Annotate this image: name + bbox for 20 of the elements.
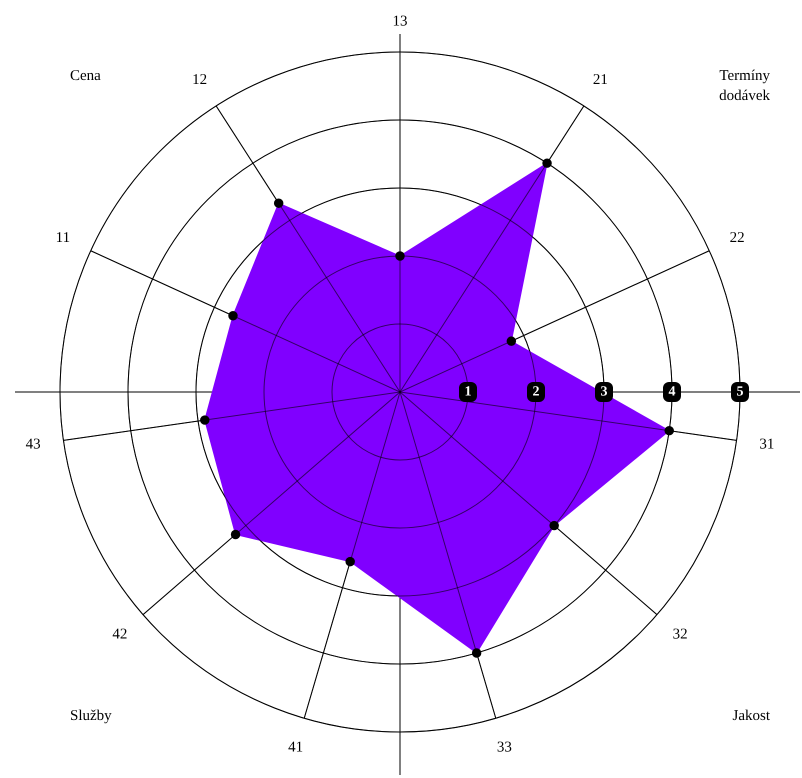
spoke-label: 13 [392,13,408,30]
spoke-label: 43 [26,436,41,453]
spoke-label: 11 [56,230,70,246]
spoke-label: 21 [592,72,608,88]
y-tick-label: 2 [532,384,540,400]
spoke-label: 41 [288,740,304,756]
spoke-label: 22 [730,230,745,246]
spoke-label: 42 [112,626,128,643]
y-tick-label: 1 [464,384,472,400]
text: Jakost [732,708,771,724]
spoke-label: 12 [192,72,208,88]
text: Termíny dodávek [719,68,770,104]
spoke-label: 33 [496,740,512,756]
text: Cena [70,68,102,84]
y-tick-label: 3 [600,384,608,400]
spoke-label: 32 [672,626,688,643]
spoke-label: 31 [759,436,774,453]
y-tick-label: 5 [736,384,744,400]
y-tick-label: 4 [668,384,676,400]
text: Služby [70,708,112,724]
